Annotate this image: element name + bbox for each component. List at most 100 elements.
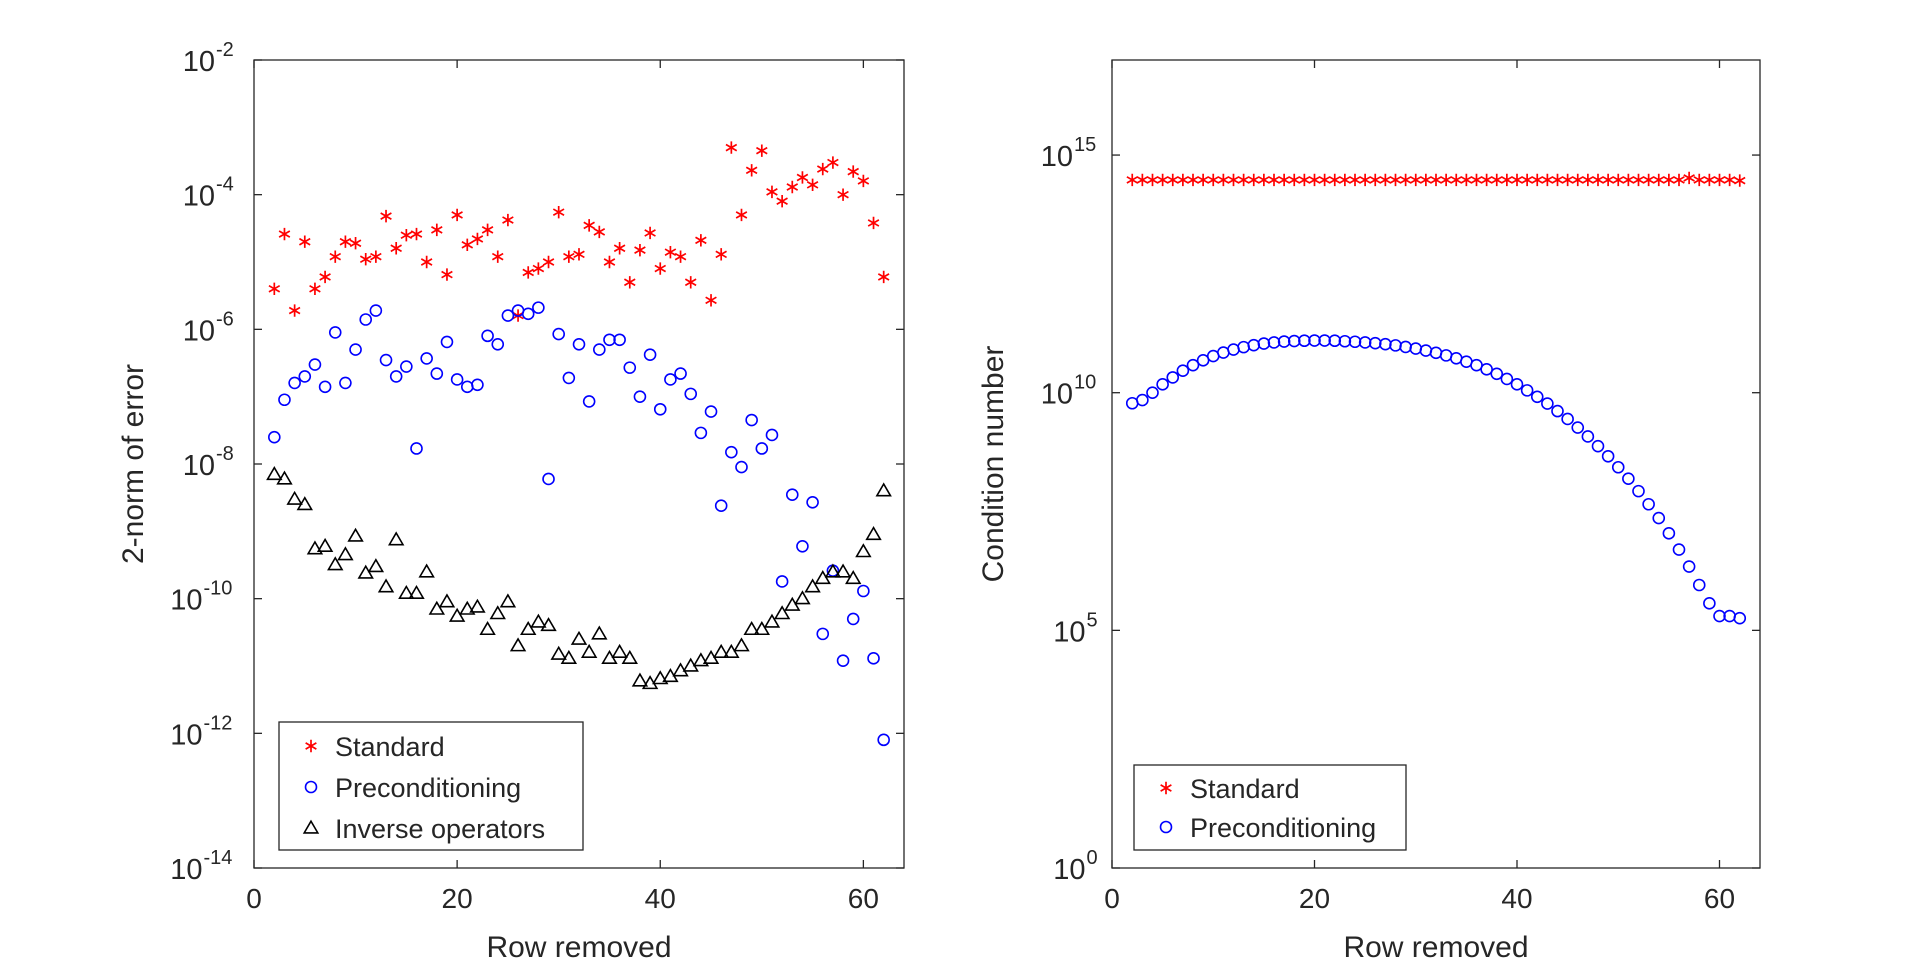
data-point <box>1298 173 1311 187</box>
data-point <box>1571 421 1585 434</box>
data-point <box>1369 173 1382 187</box>
data-point <box>268 282 281 295</box>
data-point <box>766 185 778 199</box>
data-point <box>593 225 606 239</box>
data-point <box>1693 173 1706 187</box>
data-point <box>837 188 849 201</box>
data-point <box>591 625 608 640</box>
data-point <box>1611 460 1625 474</box>
data-point <box>1601 449 1615 463</box>
data-point <box>621 649 638 665</box>
data-point <box>1217 173 1230 187</box>
data-point <box>796 539 809 553</box>
series-preconditioning <box>1125 334 1747 625</box>
data-point <box>316 537 334 552</box>
data-point <box>1308 173 1321 187</box>
series-standard <box>268 141 890 322</box>
data-point <box>712 643 730 658</box>
legend: Standard Preconditioning Inverse operators <box>278 721 584 851</box>
x-tick-label: 60 <box>848 883 879 914</box>
y-tick-exponent: -4 <box>216 174 234 196</box>
data-point <box>1409 173 1422 187</box>
x-tick-label: 20 <box>1299 883 1330 914</box>
data-point <box>471 378 484 392</box>
data-point <box>613 333 626 347</box>
data-point <box>611 643 628 658</box>
data-point <box>1622 173 1635 187</box>
data-point <box>695 234 707 247</box>
data-point <box>1602 173 1614 187</box>
data-point <box>520 620 537 636</box>
data-point <box>1652 511 1666 525</box>
x-tick-label: 40 <box>645 883 676 914</box>
data-point <box>735 208 748 222</box>
data-point <box>1642 497 1655 511</box>
data-point <box>329 250 342 263</box>
data-point <box>834 563 852 578</box>
data-point <box>664 373 677 386</box>
data-point <box>430 367 444 380</box>
legend-marker <box>305 739 317 753</box>
y-tick-exponent: -12 <box>204 712 233 734</box>
x-tick-label: 0 <box>246 883 262 914</box>
data-point <box>674 250 687 263</box>
data-point <box>1581 430 1595 443</box>
data-point <box>847 165 860 178</box>
y-tick-exponent: 15 <box>1074 134 1096 156</box>
data-point <box>276 470 293 485</box>
data-point <box>298 235 311 248</box>
y-tick-label: 10 <box>183 450 215 482</box>
data-point <box>633 390 647 403</box>
x-tick-label: 40 <box>1501 883 1532 914</box>
data-point <box>418 563 435 578</box>
data-point <box>745 164 758 177</box>
data-point <box>1349 173 1361 187</box>
data-point <box>1530 390 1544 404</box>
data-point <box>1622 472 1635 486</box>
data-point <box>1258 173 1270 187</box>
data-point <box>582 395 596 408</box>
y-tick-label: 10 <box>183 315 215 347</box>
data-point <box>278 393 291 407</box>
data-point <box>733 637 750 652</box>
data-point <box>359 253 372 266</box>
data-point <box>438 593 456 608</box>
data-point <box>370 250 382 263</box>
legend-marker <box>304 780 318 794</box>
y-tick-label: 10 <box>170 854 202 886</box>
data-point <box>1551 173 1564 187</box>
series-standard <box>1126 171 1746 187</box>
y-tick-exponent: -8 <box>216 443 234 465</box>
data-point <box>318 380 332 394</box>
data-point <box>857 584 870 598</box>
data-point <box>469 598 486 613</box>
data-point <box>743 620 760 636</box>
data-point <box>1420 173 1432 187</box>
data-point <box>634 243 646 257</box>
data-point <box>1703 597 1716 610</box>
data-point <box>1318 334 1331 347</box>
data-point <box>806 178 819 192</box>
data-point <box>725 141 738 154</box>
data-point <box>1339 173 1351 187</box>
data-point <box>379 353 393 367</box>
data-point <box>644 226 656 240</box>
data-point <box>674 367 687 380</box>
data-point <box>489 605 506 620</box>
data-point <box>1531 173 1544 187</box>
data-point <box>846 612 860 626</box>
data-point <box>431 223 443 237</box>
data-point <box>481 223 494 237</box>
x-tick-label: 0 <box>1104 883 1120 914</box>
data-point <box>491 250 504 263</box>
data-point <box>1440 173 1452 187</box>
data-point <box>1348 335 1362 349</box>
data-point <box>1571 173 1584 187</box>
data-point <box>459 600 476 615</box>
data-point <box>1146 173 1159 187</box>
y-tick-label: 10 <box>183 181 215 213</box>
y-tick-exponent: -14 <box>204 847 233 869</box>
data-point <box>1723 173 1736 187</box>
data-point <box>824 563 842 578</box>
series-inverse-operators <box>266 466 892 690</box>
